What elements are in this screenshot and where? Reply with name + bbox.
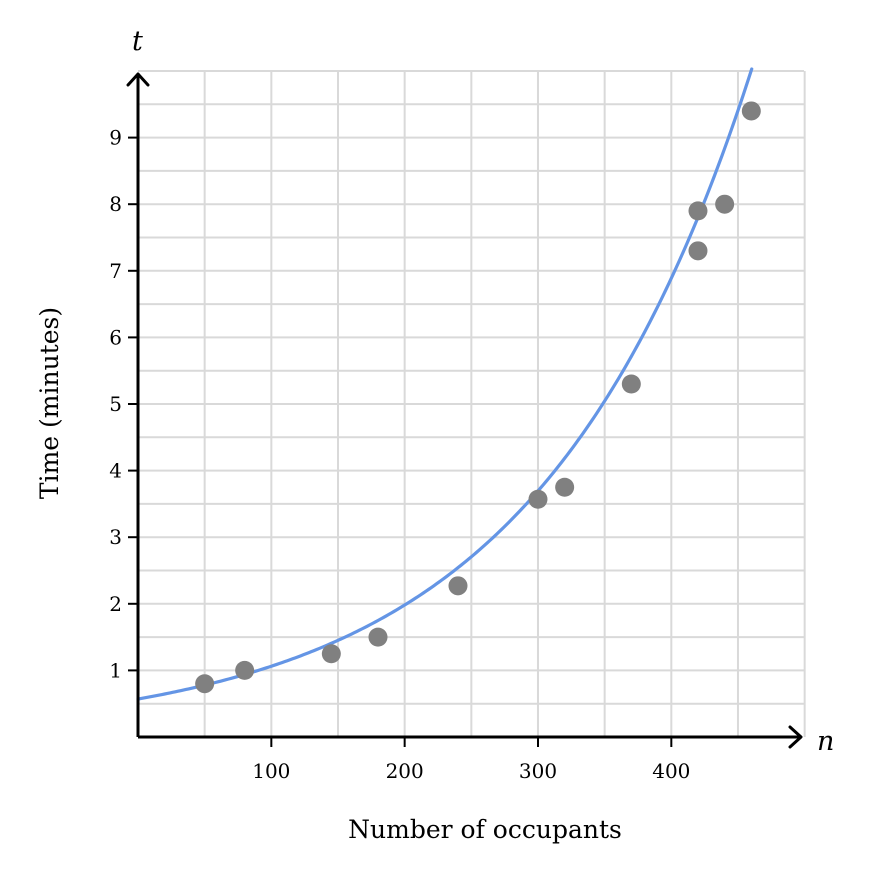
data-point <box>621 374 641 394</box>
data-point <box>715 194 735 214</box>
y-tick-label: 2 <box>109 592 122 616</box>
data-point <box>741 101 761 121</box>
data-points <box>195 101 761 694</box>
y-tick-label: 9 <box>109 126 122 150</box>
y-tick-label: 7 <box>109 259 122 283</box>
x-axis-variable: n <box>817 726 834 757</box>
x-tick-label: 400 <box>652 759 690 783</box>
grid <box>138 70 806 737</box>
y-tick-label: 8 <box>109 192 122 216</box>
data-point <box>555 477 575 497</box>
axes <box>126 72 803 749</box>
tick-labels: 100 200 300 400 1 2 3 4 5 6 7 8 9 <box>109 126 690 783</box>
data-point <box>688 241 708 261</box>
x-axis-title: Number of occupants <box>348 815 622 844</box>
y-tick-label: 3 <box>109 525 122 549</box>
data-point <box>688 201 708 221</box>
y-tick-label: 1 <box>109 658 122 682</box>
y-axis-variable: t <box>132 26 143 57</box>
data-point <box>528 489 548 509</box>
y-axis-title: Time (minutes) <box>35 307 64 499</box>
x-tick-label: 200 <box>386 759 424 783</box>
data-point <box>448 576 468 596</box>
y-axis-arrow <box>126 72 150 87</box>
y-tick-label: 6 <box>109 325 122 349</box>
data-point <box>368 627 388 647</box>
x-axis-arrow <box>788 725 803 749</box>
x-tick-label: 300 <box>519 759 557 783</box>
x-tick-label: 100 <box>252 759 290 783</box>
data-point <box>195 674 215 694</box>
y-tick-label: 4 <box>109 459 122 483</box>
data-point <box>235 660 255 680</box>
data-point <box>321 644 341 664</box>
y-tick-label: 5 <box>109 392 122 416</box>
